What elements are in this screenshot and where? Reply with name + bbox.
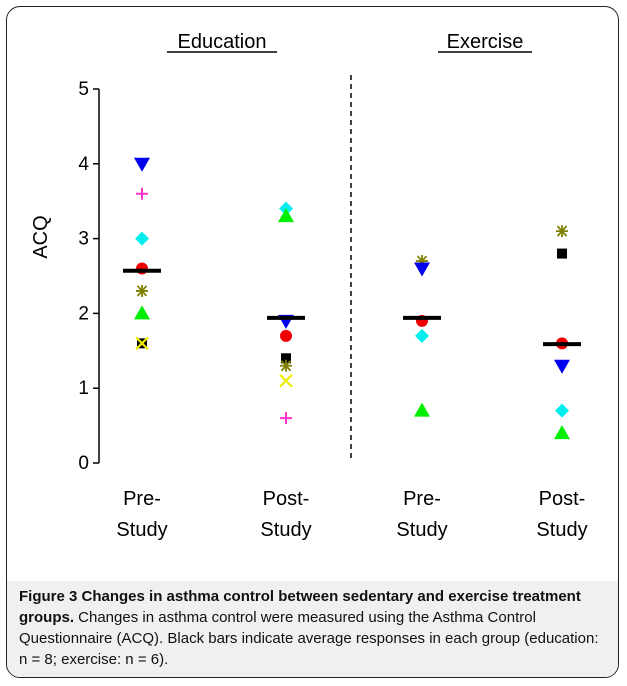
data-point-9 xyxy=(278,208,294,223)
data-point-14 xyxy=(279,373,293,388)
data-point-17 xyxy=(414,262,430,277)
data-point-1 xyxy=(136,187,148,200)
data-point-24 xyxy=(554,359,570,374)
data-point-21 xyxy=(556,225,568,238)
x-label-3-line1: Post- xyxy=(539,488,586,510)
data-point-4 xyxy=(136,284,148,297)
data-point-12 xyxy=(281,353,291,364)
data-point-19 xyxy=(415,328,429,343)
y-axis-label: ACQ xyxy=(30,215,52,258)
caption-text: Changes in asthma control were measured … xyxy=(19,609,599,668)
group-header-exercise: Exercise xyxy=(447,31,524,53)
y-tick-label-4: 4 xyxy=(78,154,89,175)
data-point-5 xyxy=(134,305,150,320)
data-point-15 xyxy=(280,412,292,425)
data-point-25 xyxy=(555,403,569,418)
y-tick-label-0: 0 xyxy=(78,453,89,474)
figure-frame: Education Exercise ACQ 0 1 2 3 4 5 Pre- Study P… xyxy=(6,6,619,678)
x-label-3-line2: Study xyxy=(536,519,587,541)
data-point-2 xyxy=(135,231,149,246)
acq-chart: Education Exercise ACQ 0 1 2 3 4 5 Pre- Study P… xyxy=(30,31,588,541)
data-point-20 xyxy=(414,402,430,417)
x-label-1-line2: Study xyxy=(260,519,311,541)
caption-title: Figure 3 Changes in asthma control betwe… xyxy=(19,588,581,626)
x-label-2-line2: Study xyxy=(396,519,447,541)
data-point-26 xyxy=(554,425,570,440)
data-point-7 xyxy=(135,336,149,351)
x-label-1-line1: Post- xyxy=(263,488,310,510)
data-point-0 xyxy=(134,157,150,172)
y-tick-label-1: 1 xyxy=(78,378,89,399)
x-label-2-line1: Pre- xyxy=(403,488,441,510)
data-point-16 xyxy=(416,255,428,268)
x-label-0-line1: Pre- xyxy=(123,488,161,510)
x-label-0-line2: Study xyxy=(116,519,167,541)
y-tick-label-2: 2 xyxy=(78,303,89,324)
y-tick-label-5: 5 xyxy=(78,79,89,100)
data-point-11 xyxy=(280,329,292,342)
data-point-13 xyxy=(280,359,292,372)
figure-caption: Figure 3 Changes in asthma control betwe… xyxy=(7,581,618,677)
data-point-22 xyxy=(557,248,567,259)
group-header-education: Education xyxy=(178,31,267,53)
y-tick-label-3: 3 xyxy=(78,229,89,250)
